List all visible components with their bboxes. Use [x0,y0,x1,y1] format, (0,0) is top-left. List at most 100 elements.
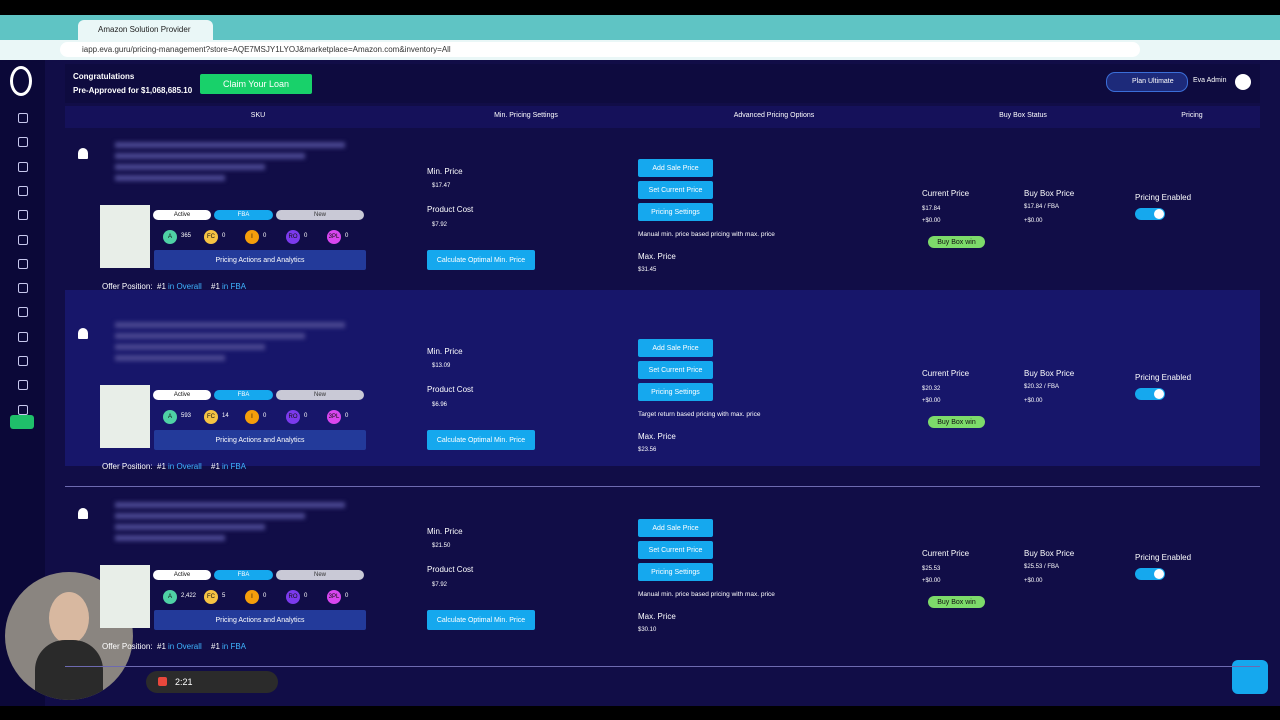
sidebar-icon[interactable] [18,380,28,391]
status-badge: FBA [214,210,273,220]
pricing-button[interactable]: Set Current Price [638,361,713,379]
count-value: 5 [222,593,226,599]
count-icon: I [245,590,259,604]
pricing-enabled-label: Pricing Enabled [1135,553,1192,562]
calculate-button[interactable]: Calculate Optimal Min. Price [427,610,535,630]
sidebar-icon[interactable] [18,210,28,221]
buy-box-price: $25.53 / FBA [1024,564,1060,570]
pricing-actions-button[interactable]: Pricing Actions and Analytics [154,610,366,630]
buy-box-label: Buy Box Price [1024,549,1075,558]
pricing-button[interactable]: Pricing Settings [638,383,713,401]
chat-button[interactable] [1232,660,1268,694]
plan-badge[interactable]: Plan Ultimate [1106,72,1188,92]
bell-icon[interactable] [78,508,88,519]
count-icon: FC [204,590,218,604]
count-icon: A [163,410,177,424]
stop-button[interactable] [158,677,167,686]
offer-overall-label: in Overall [168,462,202,471]
tab-bar [0,15,1280,40]
bell-icon[interactable] [78,148,88,159]
sidebar-icon[interactable] [18,185,28,196]
count-value: 0 [304,233,308,239]
sidebar-icon[interactable] [18,113,28,123]
sidebar-icon[interactable] [18,404,28,415]
sidebar-icon[interactable] [18,137,28,148]
avatar[interactable] [1235,74,1251,90]
tab-title: Amazon Solution Provider [98,25,191,34]
toggle-knob [1154,209,1164,219]
current-delta: +$0.00 [922,218,941,224]
blurred-title [115,142,345,148]
pricing-button[interactable]: Pricing Settings [638,563,713,581]
count-icon: FC [204,230,218,244]
buy-box-badge: Buy Box win [928,236,985,248]
product-cost: $7.92 [432,582,448,588]
product-cost: $7.92 [432,222,448,228]
buy-box-delta: +$0.00 [1024,218,1043,224]
blurred-title [115,164,265,170]
claim-loan-button[interactable]: Claim Your Loan [200,74,312,94]
tab[interactable] [78,20,213,40]
pricing-button[interactable]: Pricing Settings [638,203,713,221]
offer-fba-label: in FBA [222,462,247,471]
blurred-title [115,535,225,541]
pricing-button[interactable]: Add Sale Price [638,159,713,177]
pricing-button[interactable]: Set Current Price [638,541,713,559]
bell-icon[interactable] [78,328,88,339]
url: iapp.eva.guru/pricing-management?store=A… [82,45,451,54]
status-badge: New [276,390,364,400]
pricing-actions-button[interactable]: Pricing Actions and Analytics [154,430,366,450]
product-image [100,385,150,448]
count-value: 0 [345,413,349,419]
pricing-button[interactable]: Add Sale Price [638,339,713,357]
product-image [100,565,150,628]
pricing-button[interactable]: Set Current Price [638,181,713,199]
strategy: Manual min. price based pricing with max… [638,591,775,598]
pricing-actions-button[interactable]: Pricing Actions and Analytics [154,250,366,270]
sidebar-icon[interactable] [18,307,28,318]
current-price-label: Current Price [922,369,970,378]
blurred-title [115,322,345,328]
offer-fba: #1 [211,462,220,471]
sidebar-loan-icon[interactable] [10,415,34,429]
max-price-label: Max. Price [638,432,676,441]
sidebar-icon[interactable] [18,356,28,366]
buy-box-label: Buy Box Price [1024,189,1075,198]
column-header: SKU [250,112,266,119]
strategy: Manual min. price based pricing with max… [638,231,775,238]
sidebar-icon[interactable] [18,234,28,245]
row-divider [65,486,1260,487]
blurred-title [115,502,345,508]
column-header: Buy Box Status [999,112,1047,119]
face [49,592,89,644]
max-price: $30.10 [638,627,657,633]
count-icon: I [245,230,259,244]
preapproved: Pre-Approved for $1,068,685.10 [73,86,193,95]
count-icon: RO [286,590,300,604]
calculate-button[interactable]: Calculate Optimal Min. Price [427,430,535,450]
calculate-button[interactable]: Calculate Optimal Min. Price [427,250,535,270]
status-badge: FBA [214,570,273,580]
buy-box-price: $20.32 / FBA [1024,384,1060,390]
sidebar-icon[interactable] [18,258,28,269]
pricing-enabled-label: Pricing Enabled [1135,193,1192,202]
offer-fba-label: in FBA [222,642,247,651]
min-price: $21.50 [432,543,451,549]
max-price: $31.45 [638,267,657,273]
sidebar-icon[interactable] [18,283,28,294]
toggle-knob [1154,389,1164,399]
current-price-label: Current Price [922,189,970,198]
sidebar-icon[interactable] [18,161,28,172]
logo[interactable] [10,66,32,96]
url-field[interactable] [60,42,1140,57]
current-price: $17.84 [922,206,941,212]
offer-overall-label: in Overall [168,642,202,651]
recorder-bar [146,671,278,693]
sidebar-icon[interactable] [18,331,28,342]
product-cost-label: Product Cost [427,385,474,394]
min-price-label: Min. Price [427,347,463,356]
count-value: 0 [263,413,267,419]
toggle-knob [1154,569,1164,579]
pricing-button[interactable]: Add Sale Price [638,519,713,537]
